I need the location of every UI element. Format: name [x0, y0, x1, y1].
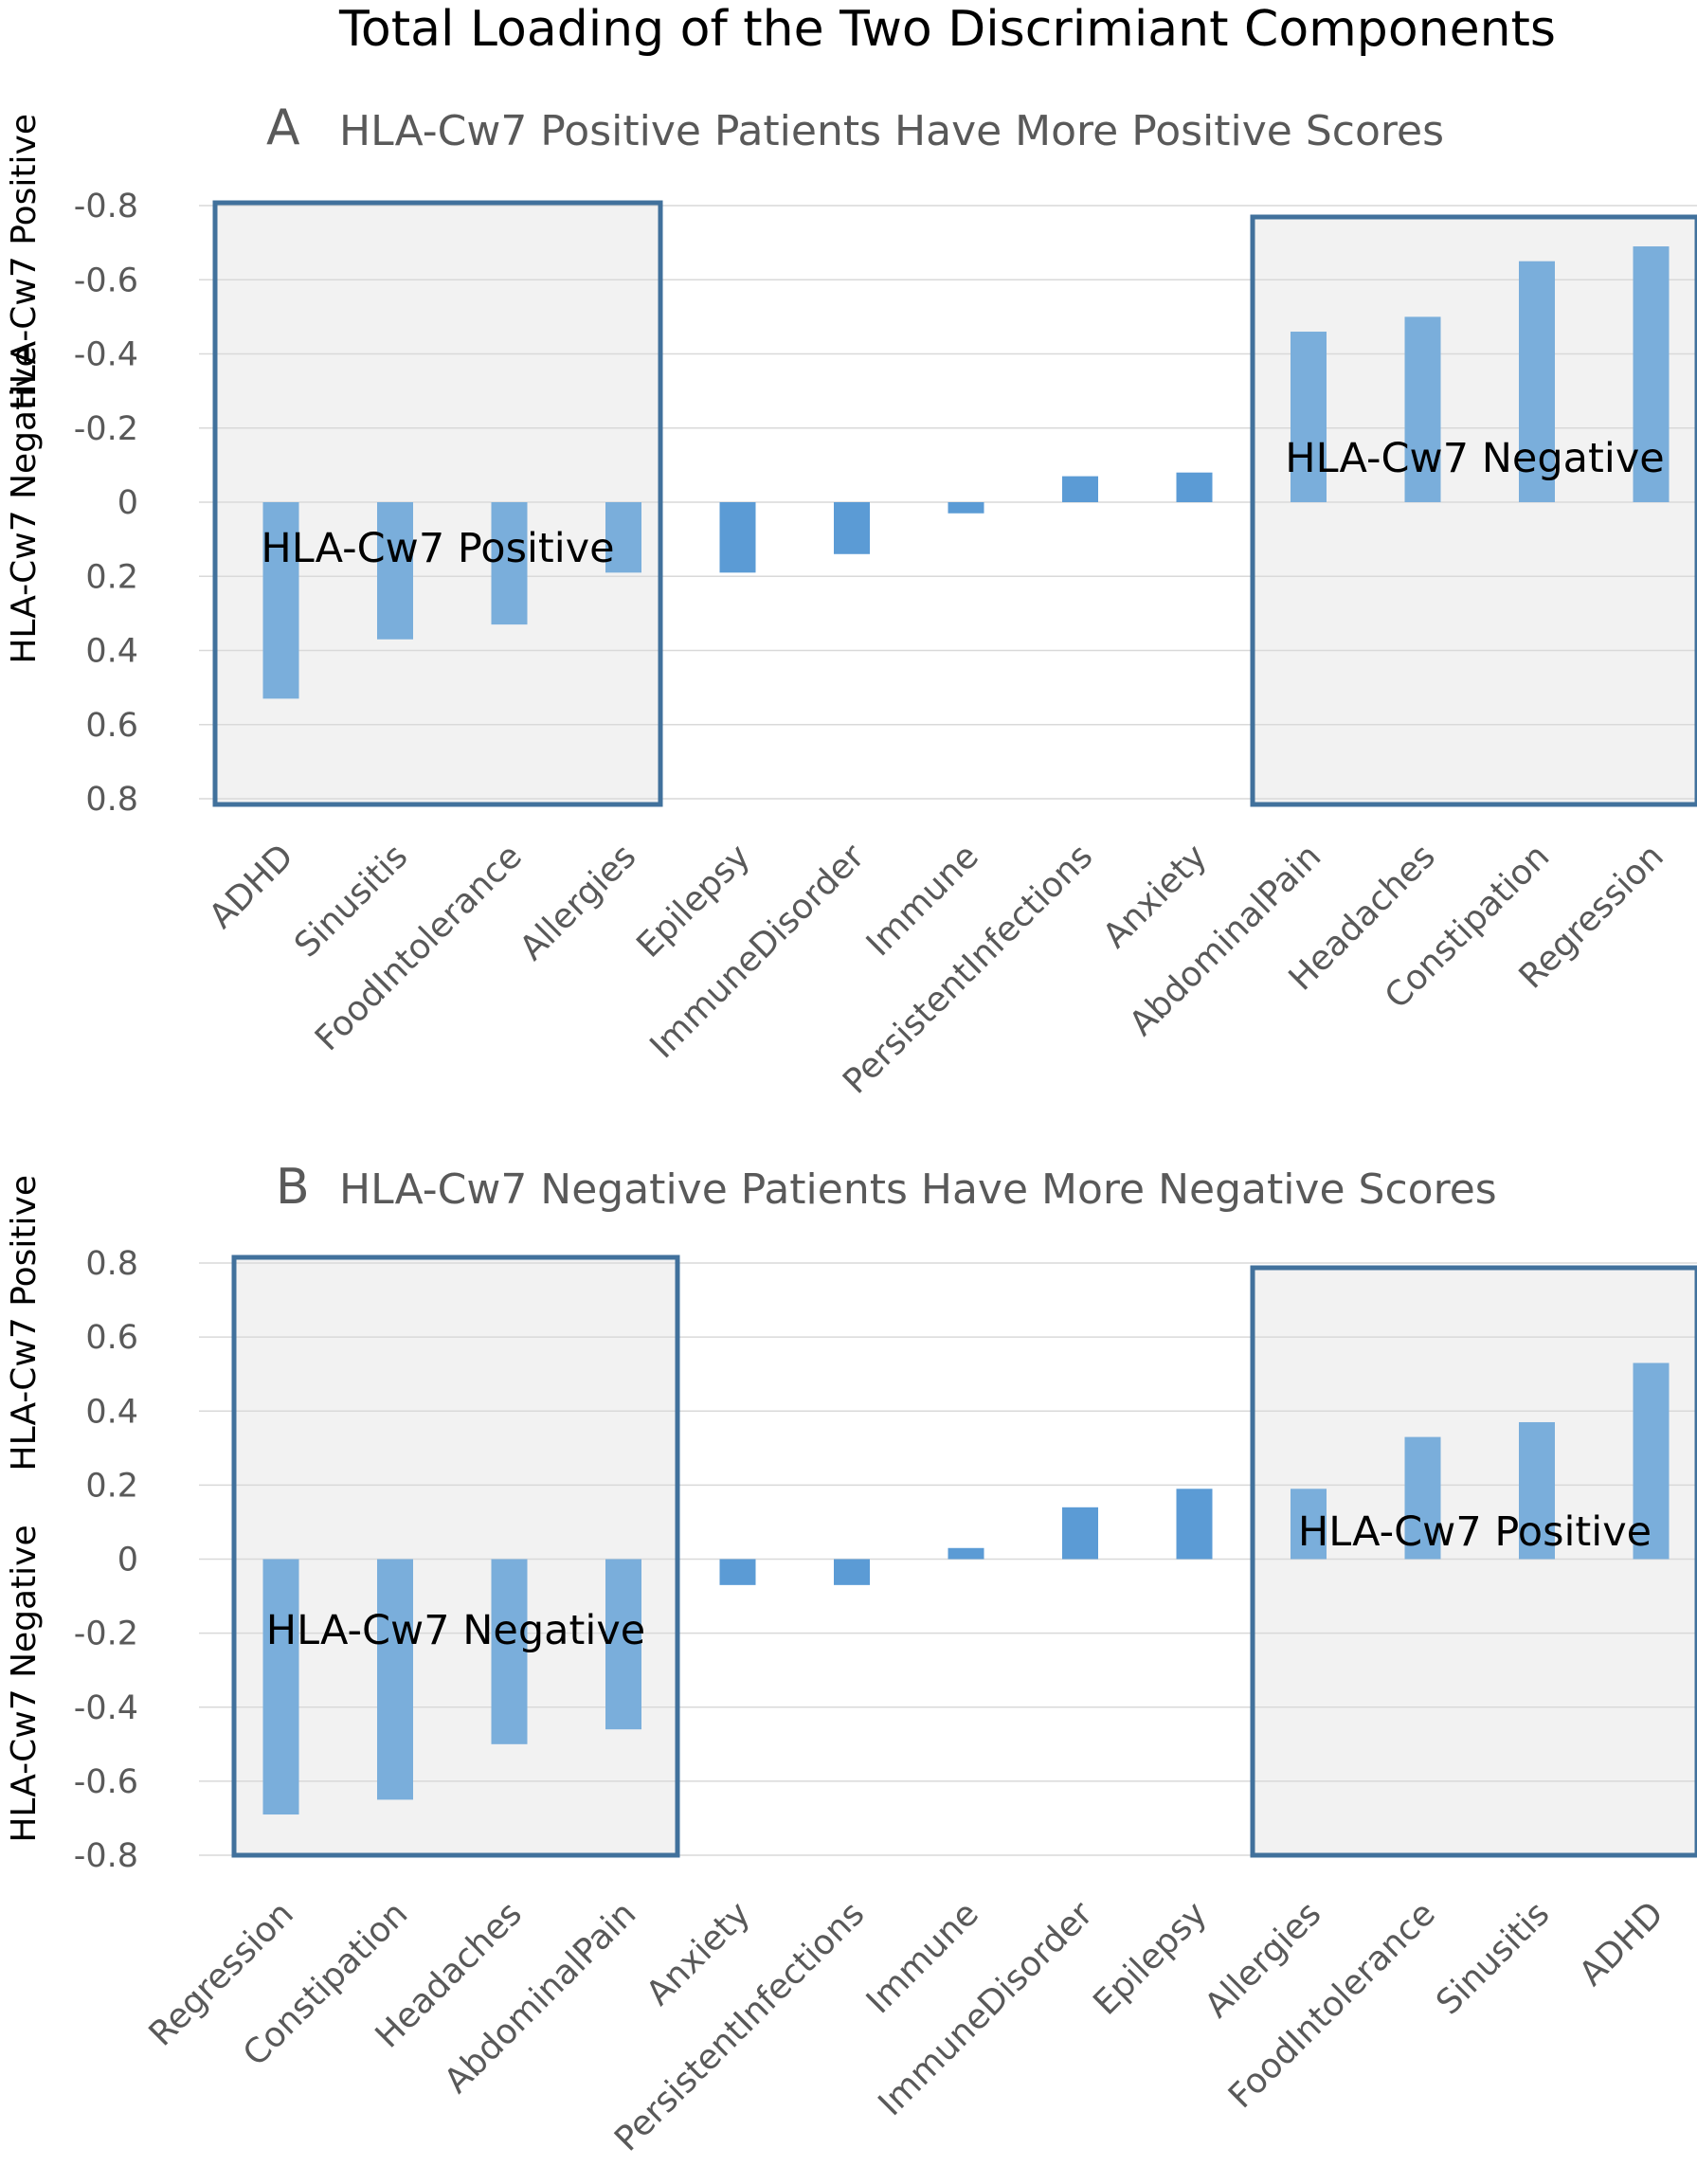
y-tick-label: 0.2 — [85, 558, 138, 596]
y-tick-label: 0.2 — [85, 1467, 138, 1505]
highlight-box-label: HLA-Cw7 Negative — [266, 1607, 645, 1654]
panel-a-letter: A — [266, 99, 300, 156]
y-tick-label: -0.2 — [74, 410, 138, 448]
bar-sinusitis — [1519, 1421, 1555, 1560]
highlight-box-bg — [1253, 217, 1697, 804]
y-tick-label: 0.4 — [85, 1393, 138, 1431]
y-tick-label: 0.8 — [85, 781, 138, 819]
y-tick-label: -0.6 — [74, 1763, 138, 1801]
panel-a-title: HLA-Cw7 Positive Patients Have More Posi… — [339, 107, 1444, 155]
x-tick-label: ADHD — [202, 837, 301, 936]
panel-a-ylabel-positive: HLA-Cw7 Positive — [5, 114, 44, 410]
x-tick-label: AbdominalPain — [1122, 837, 1328, 1043]
bar-constipation — [1519, 261, 1555, 502]
bar-immune — [948, 502, 984, 514]
bar-anxiety — [719, 1559, 756, 1585]
x-tick-label: Anxiety — [1095, 837, 1214, 955]
bar-constipation — [377, 1559, 413, 1800]
panel-b-letter: B — [276, 1159, 310, 1216]
bar-regression — [1633, 246, 1670, 502]
panel-b: B HLA-Cw7 Negative Patients Have More Ne… — [5, 1159, 1697, 2159]
x-tick-label: AbdominalPain — [437, 1894, 643, 2101]
y-tick-label: 0 — [117, 484, 138, 522]
bar-epilepsy — [719, 502, 756, 573]
highlight-box-frame — [212, 200, 663, 807]
x-tick-label: ImmuneDisorder — [872, 1894, 1101, 2123]
y-tick-label: -0.6 — [74, 262, 138, 299]
bar-headaches — [491, 1559, 528, 1744]
bar-regression — [262, 1559, 299, 1815]
bar-foodintolerance — [491, 502, 528, 625]
bar-sinusitis — [377, 502, 413, 640]
highlight-box-bg — [1253, 1268, 1697, 1855]
y-tick-label: 0.6 — [85, 1319, 138, 1357]
highlight-box-frame — [1250, 214, 1697, 807]
highlight-box-bg — [234, 1257, 677, 1855]
bar-anxiety — [1176, 472, 1213, 502]
bar-immune — [948, 1547, 984, 1560]
bar-abdominalpain — [605, 1559, 641, 1730]
highlight-box-label: HLA-Cw7 Negative — [1285, 435, 1664, 482]
bar-headaches — [1404, 316, 1441, 502]
x-tick-label: ADHD — [1572, 1894, 1671, 1994]
panel-b-title: HLA-Cw7 Negative Patients Have More Nega… — [339, 1165, 1497, 1214]
highlight-box-frame — [1250, 1265, 1697, 1858]
bar-epilepsy — [1176, 1489, 1213, 1560]
bar-persistentinfections — [1062, 476, 1098, 502]
bar-allergies — [1291, 1489, 1327, 1560]
x-tick-label: Anxiety — [639, 1894, 757, 2013]
bar-adhd — [1633, 1363, 1670, 1560]
y-tick-label: 0 — [117, 1542, 138, 1579]
y-tick-label: -0.8 — [74, 188, 138, 226]
highlight-box-label: HLA-Cw7 Positive — [261, 525, 614, 572]
x-tick-label: FoodIntolerance — [1221, 1894, 1443, 2116]
highlight-box-frame — [231, 1254, 680, 1858]
x-tick-label: FoodIntolerance — [308, 837, 530, 1058]
bar-abdominalpain — [1291, 332, 1327, 502]
highlight-box-label: HLA-Cw7 Positive — [1298, 1508, 1652, 1556]
panel-b-ylabel-negative: HLA-Cw7 Negative — [5, 1525, 44, 1842]
x-tick-label: Epilepsy — [1086, 1894, 1215, 2023]
bar-foodintolerance — [1404, 1436, 1441, 1560]
panel-a: A HLA-Cw7 Positive Patients Have More Po… — [5, 99, 1697, 1102]
y-tick-label: -0.4 — [74, 336, 138, 374]
y-tick-label: -0.8 — [74, 1837, 138, 1875]
y-tick-label: -0.2 — [74, 1615, 138, 1653]
panel-b-ylabel-positive: HLA-Cw7 Positive — [5, 1175, 44, 1471]
bar-allergies — [605, 502, 641, 573]
x-tick-label: Allergies — [513, 837, 643, 967]
bar-immunedisorder — [834, 502, 870, 554]
bar-immunedisorder — [1062, 1507, 1098, 1560]
bar-adhd — [262, 502, 299, 699]
y-tick-label: 0.6 — [85, 707, 138, 745]
bar-persistentinfections — [834, 1559, 870, 1585]
y-tick-label: 0.4 — [85, 633, 138, 671]
x-tick-label: Sinusitis — [1429, 1894, 1557, 2022]
x-tick-label: ImmuneDisorder — [643, 837, 873, 1066]
figure-title: Total Loading of the Two Discrimiant Com… — [338, 1, 1556, 58]
y-tick-label: 0.8 — [85, 1245, 138, 1283]
panel-a-ylabel-negative: HLA-Cw7 Negative — [5, 346, 44, 663]
y-tick-label: -0.4 — [74, 1689, 138, 1727]
